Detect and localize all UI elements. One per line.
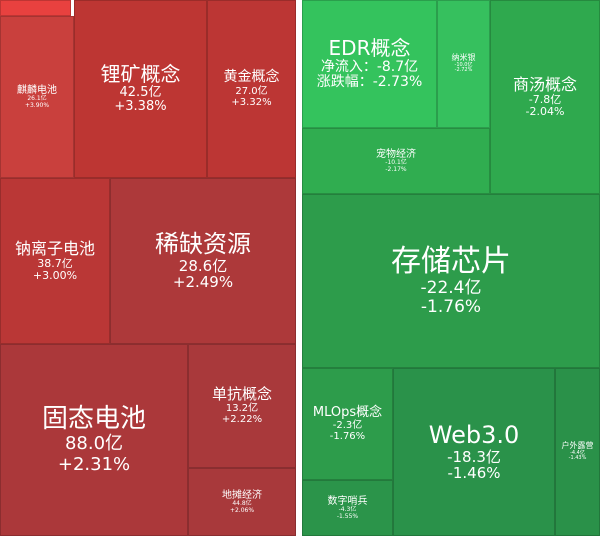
tile-change: -2.72% [454,67,473,74]
tile-change: -1.76% [420,296,482,317]
tile-name: 锂矿概念 [100,62,181,87]
tile-value: -7.8亿 [528,92,562,106]
tile-value: 42.5亿 [119,84,162,100]
tile-change: -2.17% [385,165,407,173]
tile-change: +2.49% [172,273,234,292]
tile-sensetime[interactable]: 商汤概念 -7.8亿 -2.04% [490,0,600,194]
tile-change: -1.55% [336,512,359,520]
inflow-label: 净流入： [320,58,377,75]
tile-lithium-mine[interactable]: 锂矿概念 42.5亿 +3.38% [74,0,207,178]
tile-name: EDR概念 [328,36,411,61]
tile-value: -22.4亿 [420,277,482,298]
tile-pet-economy[interactable]: 宠物经济 -10.1亿 -2.17% [302,128,490,194]
tile-sodium-battery[interactable]: 钠离子电池 38.7亿 +3.00% [0,178,110,344]
tile-change: -2.04% [525,104,565,118]
tile-value: -10.1亿 [385,158,407,166]
tile-name: 纳米银 [451,52,476,62]
tile-value: 27.0亿 [235,85,268,97]
tile-value: -10.0亿 [454,61,473,68]
tile-digital-sentinel[interactable]: 数字哨兵 -4.3亿 -1.55% [302,480,393,536]
tile-value: 44.8亿 [232,499,252,507]
tile-name: MLOps概念 [312,404,383,420]
tile-solid-state-battery[interactable]: 固态电池 88.0亿 +2.31% [0,344,188,536]
tile-value: 13.2亿 [225,403,259,415]
tile-change: +3.32% [231,96,272,108]
tile-scarce-resources[interactable]: 稀缺资源 28.6亿 +2.49% [110,178,296,344]
tile-change: -2.73% [372,74,423,91]
tile-change: -1.46% [447,464,501,483]
tile-name: 宠物经济 [376,148,416,160]
tile-name: 户外露营 [561,440,594,450]
tile-change: +3.90% [24,101,50,109]
tile-gold[interactable]: 黄金概念 27.0亿 +3.32% [207,0,296,178]
tile-name: 固态电池 [41,404,146,435]
tile-change: -1.43% [568,455,587,462]
tile-name: 数字哨兵 [327,495,368,507]
tile-name: 单抗概念 [211,385,272,404]
tile-value: -4.3亿 [338,505,357,513]
tile-name: 钠离子电池 [14,238,95,258]
tile-change: +2.06% [229,506,255,514]
tile-outdoor-camping[interactable]: 户外露营 -4.4亿 -1.43% [555,368,600,536]
tile-storage-chips[interactable]: 存储芯片 -22.4亿 -1.76% [302,194,600,368]
tile-value: 26.1亿 [27,94,47,102]
tile-mlops[interactable]: MLOps概念 -2.3亿 -1.76% [302,368,393,480]
tile-value: 38.7亿 [37,256,73,270]
tile-value: 28.6亿 [178,256,228,275]
tile-name: 麒麟电池 [17,84,57,96]
tile-change: +2.31% [57,453,131,475]
tile-change: +3.00% [32,268,78,282]
tile-name: 稀缺资源 [155,229,251,258]
tile-value: 88.0亿 [64,433,124,455]
tile-name: 黄金概念 [223,68,280,85]
tile-name: 地摊经济 [222,489,262,501]
tile-name: 存储芯片 [391,244,511,280]
tile-change: +2.22% [221,414,263,426]
tile-name: Web3.0 [428,420,520,449]
tile-tiny[interactable] [0,0,71,16]
tile-qilin-battery[interactable]: 麒麟电池 26.1亿 +3.90% [0,16,74,178]
tile-monoclonal-antibody[interactable]: 单抗概念 13.2亿 +2.22% [188,344,296,468]
tile-value: -4.4亿 [570,449,585,456]
tile-value: -8.7亿 [376,58,419,75]
tile-value: -18.3亿 [447,447,501,466]
tile-change: +3.38% [114,99,167,115]
tile-edr[interactable]: EDR概念 净流入：-8.7亿 涨跌幅：-2.73% [302,0,437,128]
tile-web3[interactable]: Web3.0 -18.3亿 -1.46% [393,368,555,536]
tile-street-stall-economy[interactable]: 地摊经济 44.8亿 +2.06% [188,468,296,536]
tile-change: -1.76% [329,431,366,443]
tile-value: -2.3亿 [332,420,363,432]
tile-name: 商汤概念 [512,74,577,94]
change-label: 涨跌幅： [316,74,373,91]
tile-nano-silver[interactable]: 纳米银 -10.0亿 -2.72% [437,0,490,128]
